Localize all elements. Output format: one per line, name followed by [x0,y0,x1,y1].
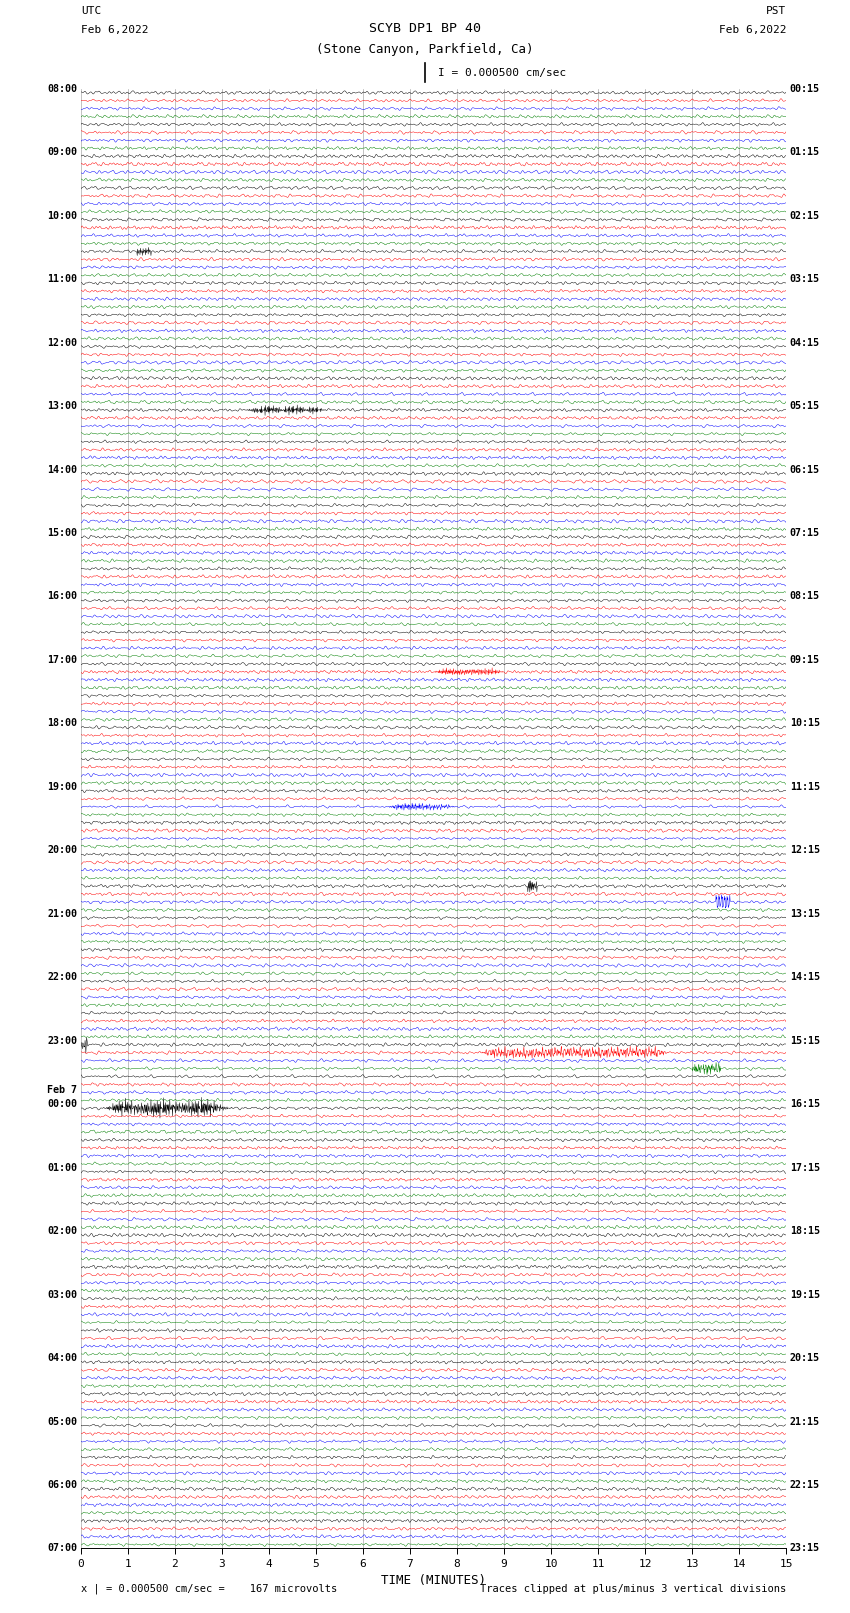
Text: 11:15: 11:15 [790,782,819,792]
Text: 09:15: 09:15 [790,655,819,665]
Text: 12:15: 12:15 [790,845,819,855]
Text: 09:00: 09:00 [48,147,77,156]
X-axis label: TIME (MINUTES): TIME (MINUTES) [381,1574,486,1587]
Text: 02:00: 02:00 [48,1226,77,1236]
Text: 15:15: 15:15 [790,1036,819,1045]
Text: 01:00: 01:00 [48,1163,77,1173]
Text: 21:00: 21:00 [48,908,77,919]
Text: 21:15: 21:15 [790,1416,819,1426]
Text: 20:15: 20:15 [790,1353,819,1363]
Text: Feb 7: Feb 7 [48,1084,77,1095]
Text: 22:00: 22:00 [48,973,77,982]
Text: 04:15: 04:15 [790,337,819,347]
Text: 17:00: 17:00 [48,655,77,665]
Text: 03:15: 03:15 [790,274,819,284]
Text: 00:15: 00:15 [790,84,819,94]
Text: 22:15: 22:15 [790,1481,819,1490]
Text: 01:15: 01:15 [790,147,819,156]
Text: 14:15: 14:15 [790,973,819,982]
Text: I = 0.000500 cm/sec: I = 0.000500 cm/sec [438,68,566,77]
Text: 08:00: 08:00 [48,84,77,94]
Text: 18:15: 18:15 [790,1226,819,1236]
Text: (Stone Canyon, Parkfield, Ca): (Stone Canyon, Parkfield, Ca) [316,44,534,56]
Text: Traces clipped at plus/minus 3 vertical divisions: Traces clipped at plus/minus 3 vertical … [480,1584,786,1594]
Text: 20:00: 20:00 [48,845,77,855]
Text: 03:00: 03:00 [48,1290,77,1300]
Text: 13:00: 13:00 [48,402,77,411]
Text: 19:00: 19:00 [48,782,77,792]
Text: 16:15: 16:15 [790,1098,819,1110]
Text: UTC: UTC [81,6,101,16]
Text: 02:15: 02:15 [790,211,819,221]
Text: 07:15: 07:15 [790,527,819,539]
Text: 17:15: 17:15 [790,1163,819,1173]
Text: x | = 0.000500 cm/sec =    167 microvolts: x | = 0.000500 cm/sec = 167 microvolts [81,1584,337,1595]
Text: 10:00: 10:00 [48,211,77,221]
Text: Feb 6,2022: Feb 6,2022 [719,26,786,35]
Text: Feb 6,2022: Feb 6,2022 [81,26,148,35]
Text: 05:15: 05:15 [790,402,819,411]
Text: 18:00: 18:00 [48,718,77,729]
Text: 05:00: 05:00 [48,1416,77,1426]
Text: 08:15: 08:15 [790,592,819,602]
Text: 16:00: 16:00 [48,592,77,602]
Text: 06:15: 06:15 [790,465,819,474]
Text: 12:00: 12:00 [48,337,77,347]
Text: 10:15: 10:15 [790,718,819,729]
Text: 19:15: 19:15 [790,1290,819,1300]
Text: 11:00: 11:00 [48,274,77,284]
Text: PST: PST [766,6,786,16]
Text: 00:00: 00:00 [48,1098,77,1110]
Text: SCYB DP1 BP 40: SCYB DP1 BP 40 [369,23,481,35]
Text: 06:00: 06:00 [48,1481,77,1490]
Text: 15:00: 15:00 [48,527,77,539]
Text: 23:15: 23:15 [790,1544,819,1553]
Text: 23:00: 23:00 [48,1036,77,1045]
Text: 14:00: 14:00 [48,465,77,474]
Text: 04:00: 04:00 [48,1353,77,1363]
Text: 13:15: 13:15 [790,908,819,919]
Text: 07:00: 07:00 [48,1544,77,1553]
